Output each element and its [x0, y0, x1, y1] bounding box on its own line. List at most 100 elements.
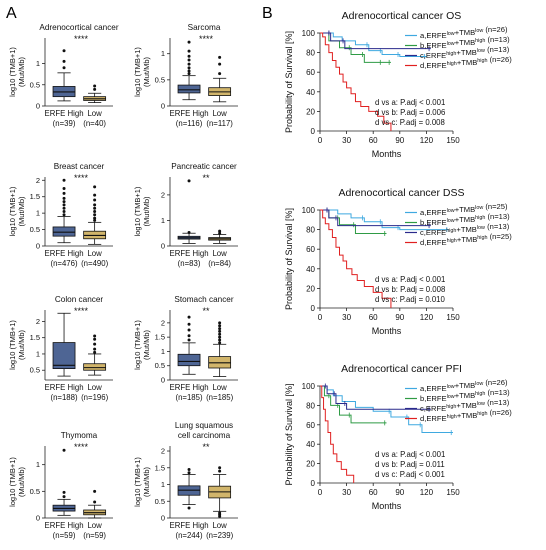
chart-paad-y-tick-label: 0	[161, 242, 165, 251]
chart-os-title: Adrenocortical cancer OS	[342, 10, 462, 22]
chart-sarc-group-n: (n=116)	[176, 119, 203, 128]
chart-stad-box-high	[177, 353, 201, 367]
chart-brca-outlier	[93, 206, 97, 210]
chart-lusc-y-tick-label: 1.5	[155, 463, 165, 472]
chart-lusc-outlier	[187, 506, 191, 510]
chart-os-x-tick-label: 90	[395, 136, 404, 145]
chart-dss-curve-a	[320, 209, 449, 231]
chart-pfi-xlabel: Months	[372, 501, 402, 511]
chart-coad-y-tick-label: 0.5	[30, 366, 40, 375]
chart-acc-ylabel: (Mut/Mb)	[17, 56, 26, 87]
chart-pfi-ylabel: Probability of Survival [%]	[284, 383, 294, 485]
chart-dss-stat-line: d vs b: P.adj = 0.008	[375, 285, 445, 294]
chart-lusc-ylabel: (Mut/Mb)	[142, 466, 151, 497]
chart-paad-group-label: Low	[212, 249, 227, 258]
chart-os-y-tick-label: 80	[306, 49, 315, 58]
chart-coad-box-high	[52, 342, 76, 370]
chart-pfi-legend-entry: a,ERFElow+TMBlow (n=26)	[420, 378, 508, 393]
chart-pfi-x-tick-label: 0	[318, 488, 323, 497]
chart-os-x-tick-label: 120	[420, 136, 434, 145]
chart-brca-outlier	[62, 191, 66, 195]
chart-sarc-outlier	[187, 49, 191, 53]
chart-paad-y-tick-label: 1	[161, 216, 165, 225]
chart-thym-outlier	[62, 448, 66, 452]
chart-dss-x-tick-label: 30	[342, 313, 351, 322]
chart-coad-outlier	[93, 334, 97, 338]
chart-pfi-legend-entry: c,ERFEhigh+TMBlow (n=13)	[420, 398, 510, 413]
chart-lusc-y-tick-label: 2	[161, 447, 165, 456]
chart-lusc-outlier	[218, 511, 222, 515]
chart-stad-outlier	[187, 338, 191, 342]
chart-stad-outlier	[218, 329, 222, 333]
chart-stad-y-tick-label: 0.5	[155, 361, 165, 370]
chart-os-legend-entry: d,ERFEhigh+TMBhigh (n=26)	[420, 55, 512, 70]
chart-pfi-legend-entry: b,ERFElow+TMBhigh (n=13)	[420, 388, 510, 403]
panel-label-a: A	[6, 5, 17, 22]
chart-paad-outlier	[218, 229, 222, 233]
chart-pfi-stat-line: d vs c: P.adj < 0.001	[375, 470, 445, 479]
chart-sarc-outlier	[187, 72, 191, 76]
chart-paad-ylabel: (Mut/Mb)	[142, 196, 151, 227]
chart-stad-outlier	[187, 315, 191, 319]
chart-stad-outlier	[218, 327, 222, 331]
chart-paad-group-n: (n=83)	[178, 259, 201, 268]
chart-thym-outlier	[62, 490, 66, 494]
chart-stad-group-label: Low	[212, 383, 227, 392]
chart-thym-significance: ****	[74, 442, 89, 452]
chart-pfi-x-tick-label: 30	[342, 488, 351, 497]
chart-stad-significance: **	[202, 306, 210, 316]
chart-pfi-curve-c	[320, 385, 431, 410]
chart-brca-y-tick-label: 1	[36, 209, 40, 218]
chart-thym-y-tick-label: 0.5	[30, 487, 40, 496]
chart-stad-outlier	[218, 321, 222, 325]
chart-pfi-x-tick-label: 120	[420, 488, 434, 497]
chart-brca-title: Breast cancer	[54, 162, 105, 171]
chart-stad-outlier	[187, 322, 191, 326]
chart-brca-y-tick-label: 2	[36, 176, 40, 185]
chart-dss-title: Adrenocortical cancer DSS	[338, 187, 464, 199]
chart-pfi-x-tick-label: 60	[369, 488, 378, 497]
chart-thym-group-label: Low	[87, 521, 102, 530]
chart-brca-outlier	[93, 216, 97, 220]
chart-pfi-y-tick-label: 100	[302, 382, 316, 391]
chart-sarc-outlier	[187, 58, 191, 62]
chart-brca-ylabel: log10 (TMB+1)	[8, 186, 17, 236]
chart-stad-outlier	[218, 335, 222, 339]
chart-pfi-curve-d	[320, 385, 355, 483]
chart-sarc-outlier	[218, 55, 222, 59]
chart-lusc-y-tick-label: 0.5	[155, 497, 165, 506]
chart-thym-group-label: ERFE High	[45, 521, 84, 530]
chart-dss-x-tick-label: 120	[420, 313, 434, 322]
chart-os-stat-line: d vs a: P.adj < 0.001	[375, 98, 445, 107]
chart-coad-outlier	[93, 337, 97, 341]
chart-dss-legend-entry: b,ERFElow+TMBhigh (n=13)	[420, 212, 510, 227]
chart-brca-group-n: (n=476)	[50, 259, 77, 268]
chart-dss-stat-line: d vs a: P.adj < 0.001	[375, 275, 445, 284]
chart-dss-legend-entry: a,ERFElow+TMBlow (n=25)	[420, 202, 508, 217]
chart-sarc-box-high	[177, 84, 201, 94]
chart-pfi-curve-a	[320, 385, 453, 434]
chart-os-y-tick-label: 20	[306, 107, 315, 116]
chart-dss-xlabel: Months	[372, 326, 402, 336]
chart-lusc-group-n: (n=244)	[175, 531, 202, 540]
chart-sarc-ylabel: log10 (TMB+1)	[133, 47, 142, 97]
chart-pfi-y-tick-label: 60	[306, 421, 315, 430]
chart-os-y-tick-label: 0	[311, 127, 316, 136]
chart-lusc-outlier	[218, 469, 222, 473]
chart-lusc-y-tick-label: 1	[161, 480, 165, 489]
chart-sarc-significance: ****	[199, 34, 214, 44]
chart-acc-outlier	[62, 59, 66, 63]
chart-os-stat-line: d vs b: P.adj = 0.006	[375, 108, 445, 117]
chart-stad-group-label: ERFE High	[170, 383, 209, 392]
chart-paad-title: Pancreatic cancer	[171, 162, 237, 171]
chart-brca-outlier	[62, 213, 66, 217]
chart-pfi-legend-entry: d,ERFEhigh+TMBhigh (n=26)	[420, 408, 512, 423]
chart-dss-ylabel: Probability of Survival [%]	[284, 208, 294, 310]
chart-dss-y-tick-label: 60	[306, 245, 315, 254]
chart-acc-outlier	[93, 87, 97, 91]
chart-coad-box-low	[83, 363, 107, 371]
chart-brca-outlier	[93, 193, 97, 197]
chart-brca-outlier	[62, 210, 66, 213]
chart-os-legend-entry: b,ERFElow+TMBhigh (n=13)	[420, 35, 510, 50]
chart-dss-y-tick-label: 100	[302, 206, 316, 215]
